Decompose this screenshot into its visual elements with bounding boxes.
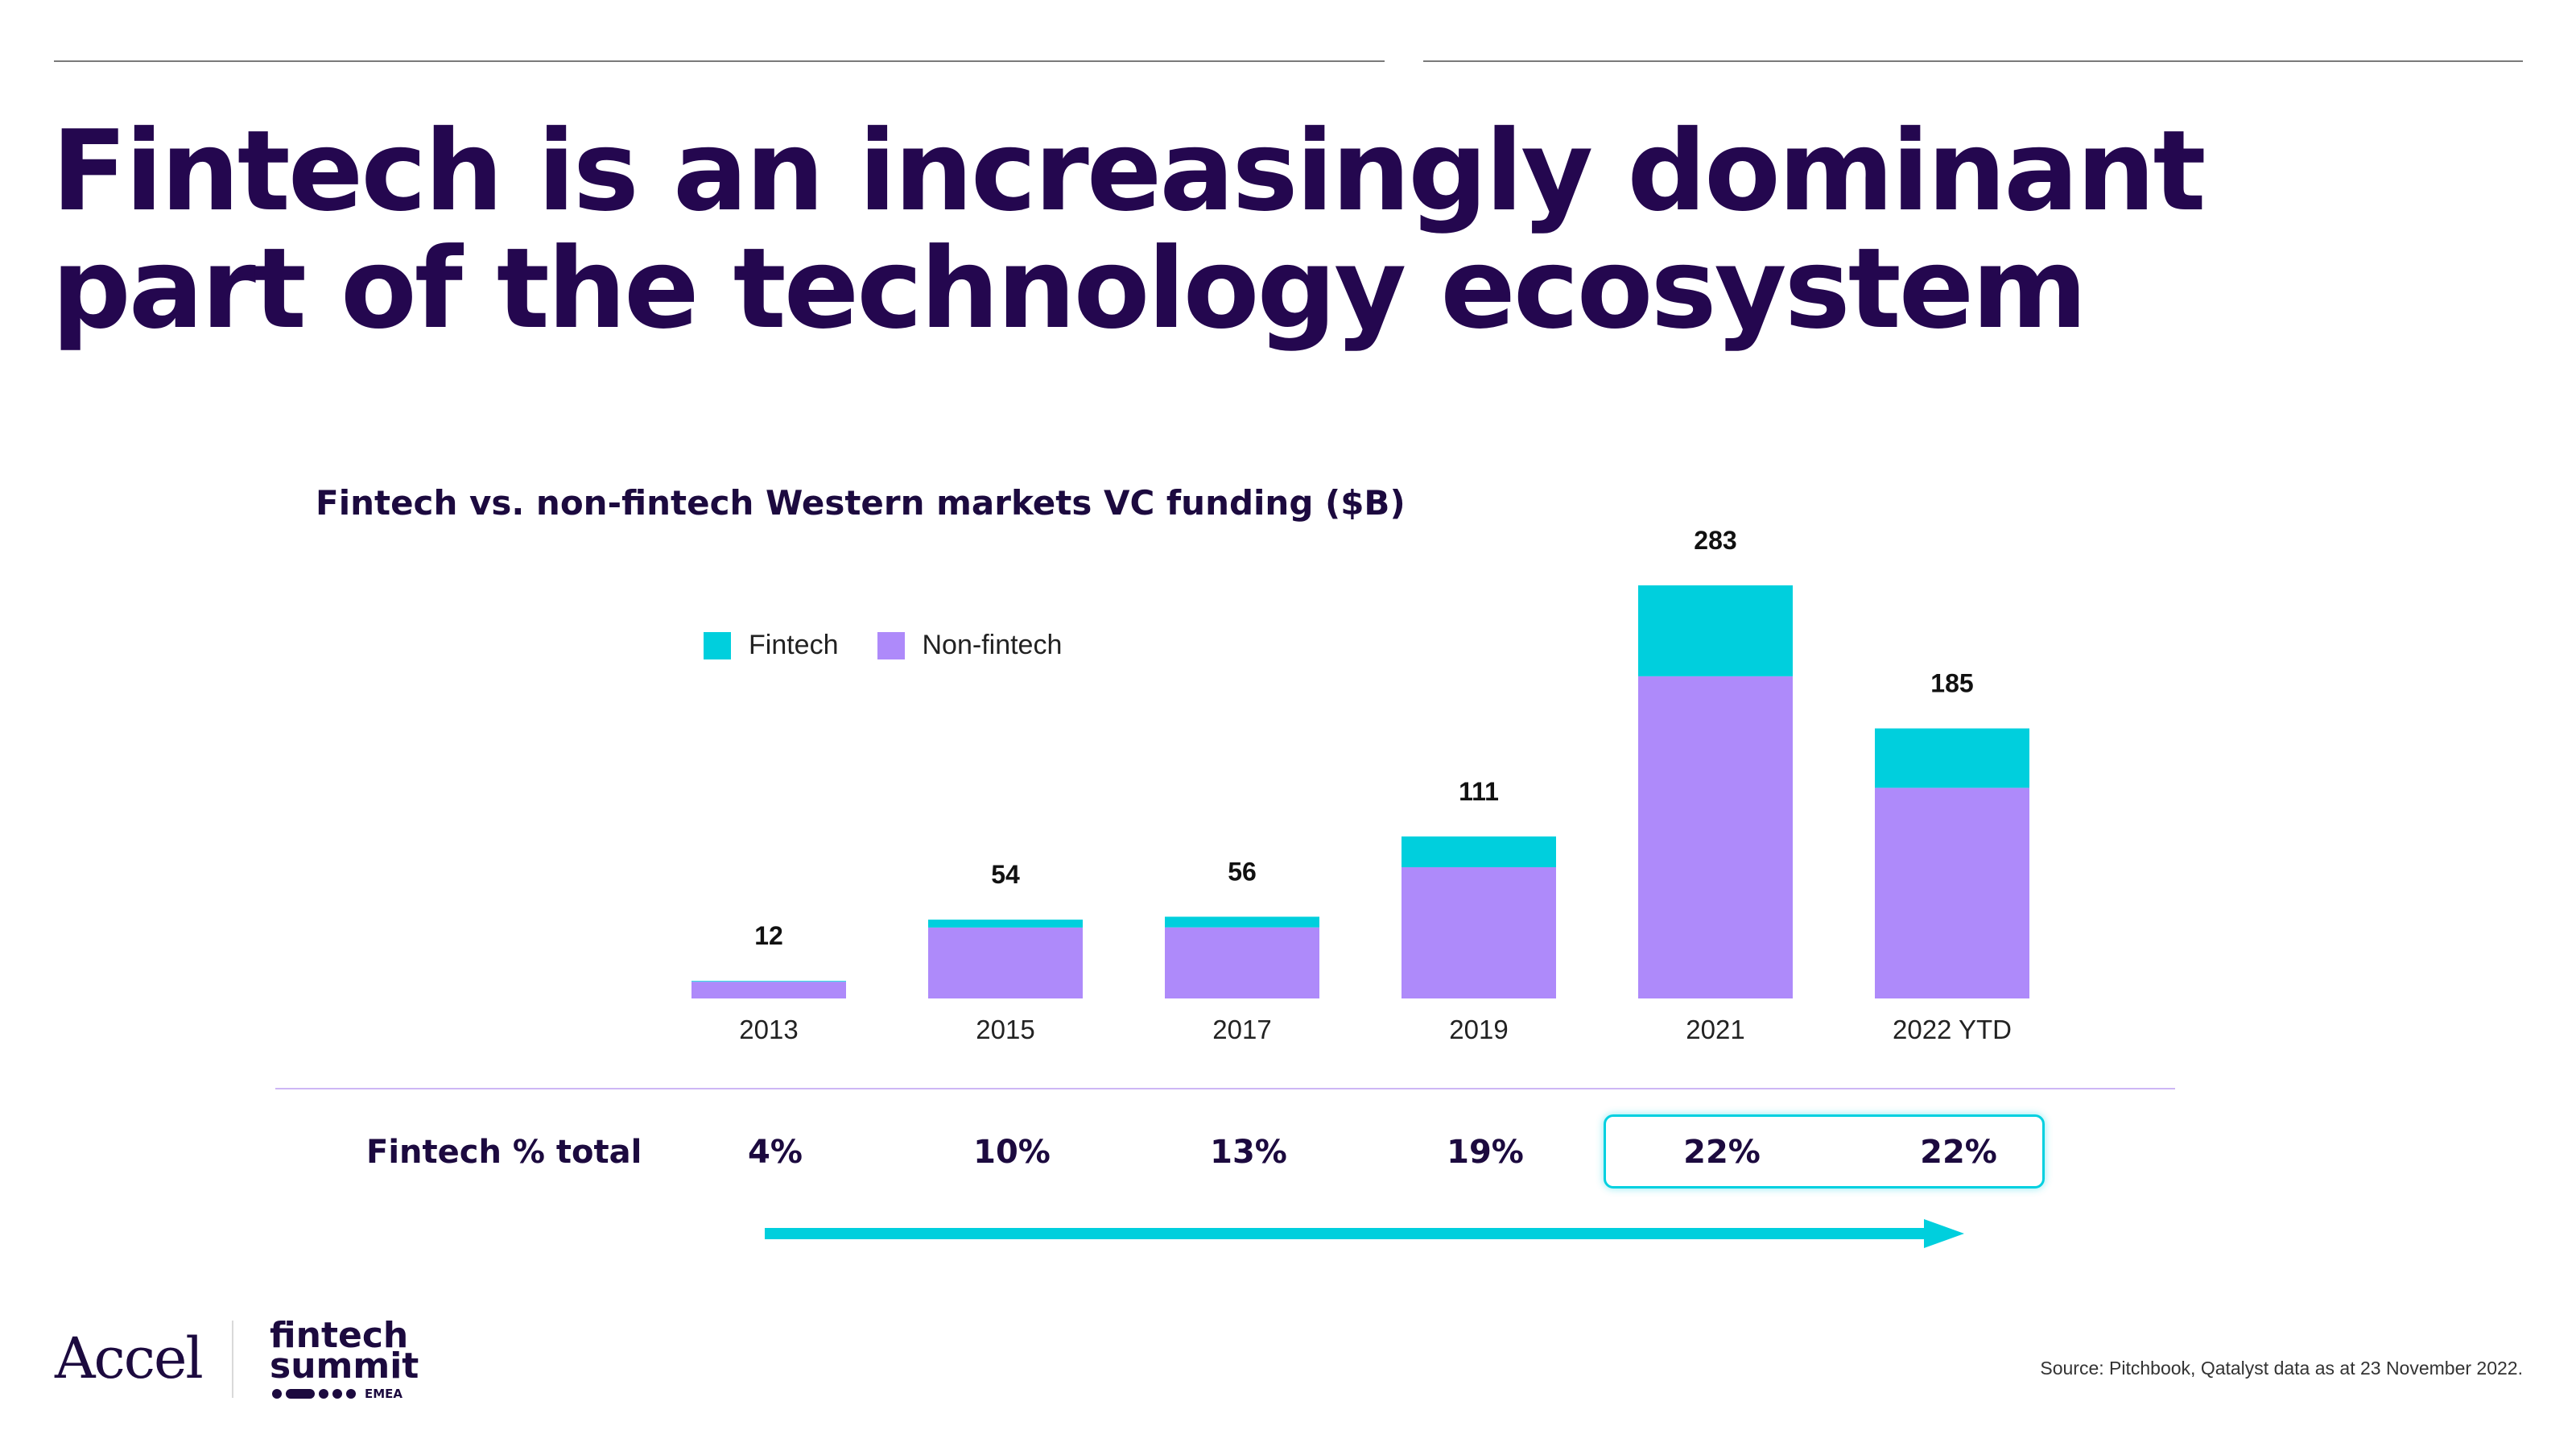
- legend-item-non-fintech: Non-fintech: [877, 630, 1063, 661]
- fintech-share-value: 22%: [1683, 1134, 1761, 1171]
- bar-total-label: 283: [1694, 526, 1736, 555]
- legend-item-fintech: Fintech: [704, 630, 839, 661]
- chart-title: Fintech vs. non-fintech Western markets …: [316, 483, 1406, 523]
- logo-separator: [232, 1321, 233, 1398]
- bar-fintech-2022-ytd: [1875, 728, 2029, 788]
- logo-dot: [319, 1389, 328, 1399]
- fintech-summit-logo-line-1: fintech: [270, 1315, 409, 1356]
- fintech-share-value: 22%: [1920, 1134, 1997, 1171]
- x-tick-label: 2022 YTD: [1893, 1015, 2012, 1044]
- legend-swatch-non-fintech: [877, 631, 905, 659]
- page-title-line-1: Fintech is an increasingly dominant: [52, 106, 2207, 236]
- bar-fintech-2021: [1638, 585, 1793, 676]
- fintech-share-value: 10%: [973, 1134, 1051, 1171]
- bar-non-fintech-2021: [1638, 676, 1793, 998]
- trend-arrow-shaft: [765, 1228, 1924, 1239]
- fintech-summit-region: EMEA: [365, 1387, 403, 1401]
- bar-fintech-2015: [928, 920, 1083, 928]
- source-note: Source: Pitchbook, Qatalyst data as at 2…: [2040, 1358, 2523, 1379]
- bar-non-fintech-2013: [691, 982, 846, 998]
- x-tick-label: 2015: [976, 1015, 1034, 1044]
- x-tick-label: 2019: [1449, 1015, 1508, 1044]
- x-tick-label: 2013: [739, 1015, 798, 1044]
- logo-dot: [332, 1389, 342, 1399]
- logo-dot: [272, 1389, 282, 1399]
- bar-total-label: 56: [1228, 857, 1257, 886]
- bar-non-fintech-2019: [1402, 867, 1556, 998]
- bar-total-label: 54: [991, 860, 1020, 889]
- fintech-share-value: 13%: [1210, 1134, 1287, 1171]
- page-title-line-2: part of the technology ecosystem: [52, 224, 2087, 353]
- trend-arrow-head: [1924, 1219, 1964, 1248]
- x-tick-label: 2017: [1212, 1015, 1271, 1044]
- bar-fintech-2017: [1165, 916, 1319, 928]
- legend-swatch-fintech: [704, 631, 731, 659]
- trend-arrow-icon: [765, 1219, 1964, 1248]
- chart-divider: [275, 1088, 2175, 1089]
- chart-legend: Fintech Non-fintech: [704, 630, 1100, 661]
- top-rule-right: [1423, 60, 2523, 62]
- bar-total-label: 12: [754, 921, 783, 950]
- fintech-summit-logo-line-2: summit: [270, 1346, 419, 1387]
- fintech-summit-dots-icon: EMEA: [272, 1387, 402, 1401]
- bar-fintech-2013: [691, 981, 846, 982]
- logo-dot: [346, 1389, 356, 1399]
- fintech-share-value: 19%: [1447, 1134, 1524, 1171]
- bar-total-label: 111: [1459, 777, 1499, 806]
- accel-logo: Accel: [55, 1325, 204, 1391]
- fintech-share-label: Fintech % total: [366, 1134, 642, 1171]
- fintech-share-highlight-box: [1604, 1114, 2045, 1188]
- x-tick-label: 2021: [1686, 1015, 1744, 1044]
- bar-fintech-2019: [1402, 836, 1556, 868]
- page-title: Fintech is an increasingly dominant part…: [52, 106, 2207, 353]
- bar-non-fintech-2017: [1165, 927, 1319, 998]
- bar-total-label: 185: [1930, 669, 1973, 698]
- fintech-summit-logo: fintech summit: [270, 1315, 419, 1387]
- legend-label-fintech: Fintech: [749, 630, 839, 660]
- bar-non-fintech-2022-ytd: [1875, 788, 2029, 998]
- logo-pill: [286, 1389, 315, 1399]
- fintech-share-value: 4%: [748, 1134, 803, 1171]
- top-rule-left: [54, 60, 1385, 62]
- legend-label-non-fintech: Non-fintech: [922, 630, 1063, 660]
- bar-non-fintech-2015: [928, 927, 1083, 998]
